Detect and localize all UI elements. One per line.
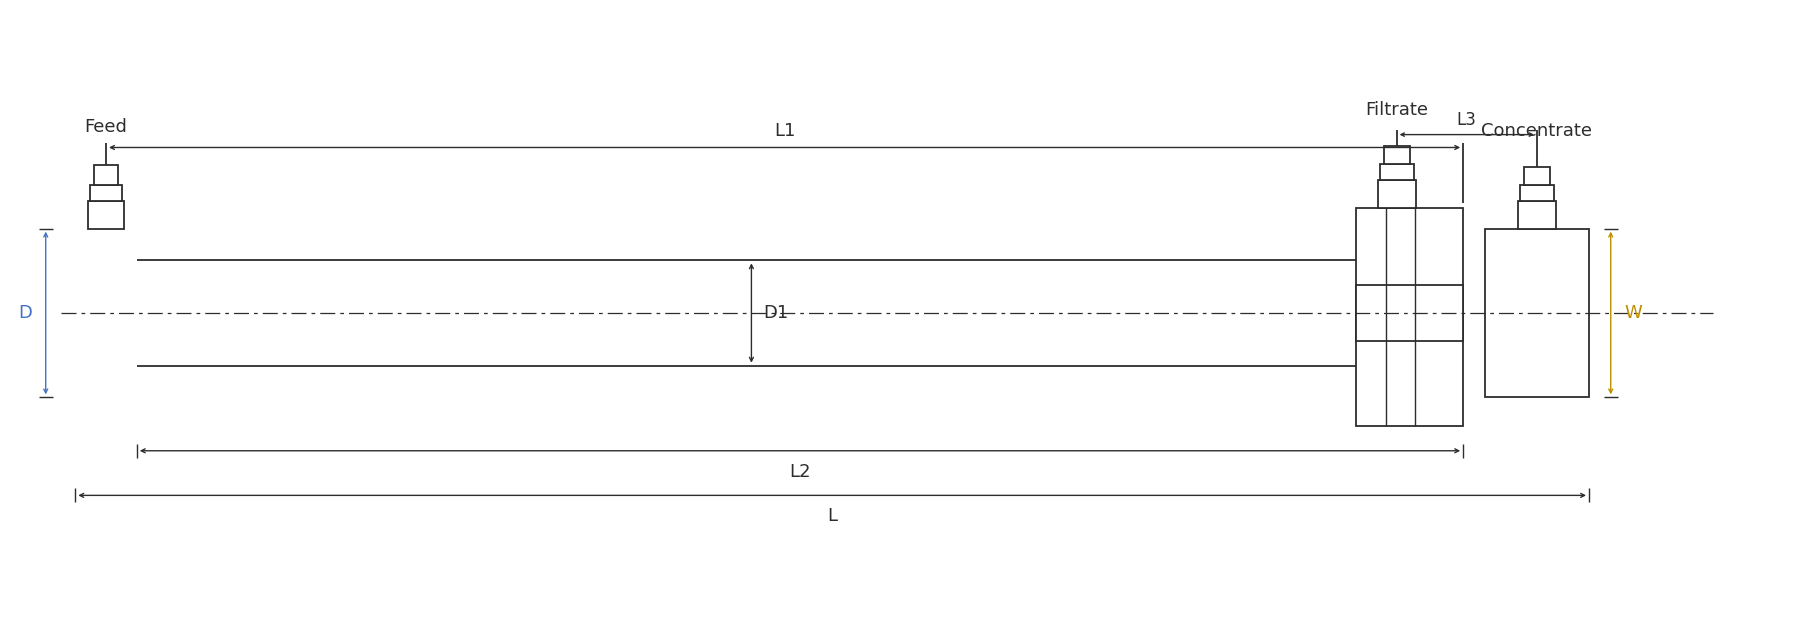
Bar: [95, 166, 118, 185]
Text: L: L: [828, 507, 837, 525]
Bar: [1519, 201, 1555, 229]
Text: L1: L1: [773, 122, 795, 140]
Text: Filtrate: Filtrate: [1366, 101, 1428, 119]
Text: Concentrate: Concentrate: [1481, 122, 1592, 140]
Text: Feed: Feed: [85, 118, 127, 135]
Bar: [91, 185, 122, 201]
Text: D: D: [18, 304, 33, 322]
Bar: [1384, 147, 1410, 164]
Text: L2: L2: [789, 463, 811, 481]
Bar: [1377, 180, 1415, 208]
Bar: [1355, 285, 1462, 340]
Text: W: W: [1624, 304, 1643, 322]
Bar: [1521, 185, 1553, 201]
Bar: [1381, 164, 1413, 180]
Bar: [1484, 229, 1590, 398]
Text: L3: L3: [1457, 110, 1477, 129]
Bar: [1524, 167, 1550, 185]
Bar: [89, 201, 124, 229]
Bar: [1355, 208, 1462, 426]
Text: D1: D1: [764, 304, 789, 322]
